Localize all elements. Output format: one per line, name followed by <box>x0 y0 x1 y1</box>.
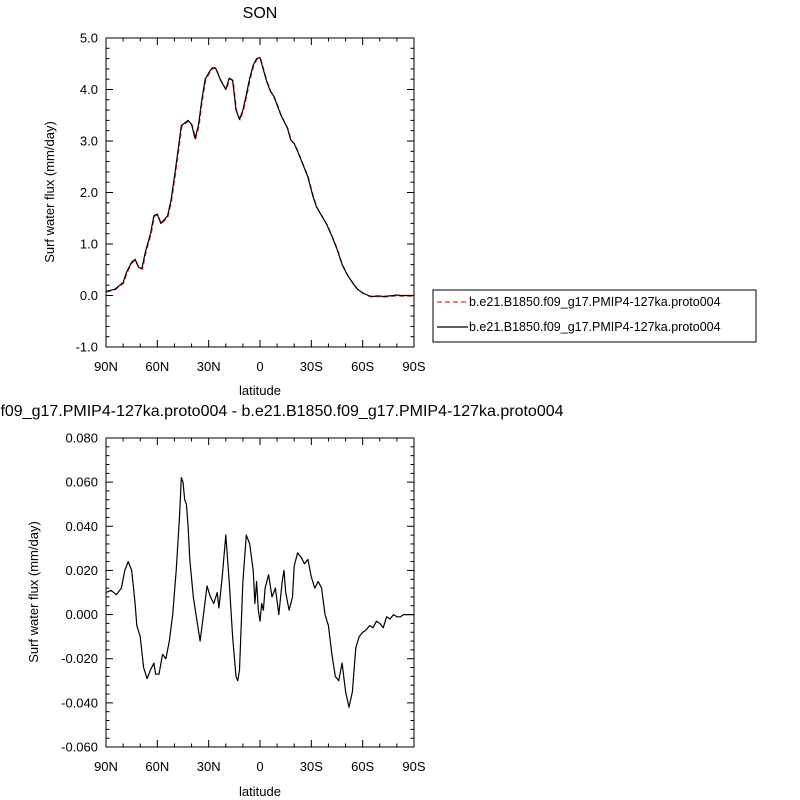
series-line-2 <box>105 56 414 298</box>
top-chart-title: SON <box>243 5 278 22</box>
x-tick-label: 90N <box>94 359 118 374</box>
legend-entry-series-2: b.e21.B1850.f09_g17.PMIP4-127ka.proto004 <box>469 320 721 334</box>
y-tick-label: -1.0 <box>76 340 98 355</box>
panel-top-chart: SON -1.0 0.0 1.0 2.0 3.0 4.0 5.0 90N 60N 30N 0 30S… <box>42 5 426 398</box>
y-tick-label: 0.0 <box>80 288 98 303</box>
y-tick-label: 0.060 <box>65 475 98 490</box>
y-tick-label: 0.020 <box>65 563 98 578</box>
y-tick-label: 5.0 <box>80 31 98 46</box>
y-tick-label: 2.0 <box>80 185 98 200</box>
x-tick-label: 0 <box>256 759 263 774</box>
y-tick-label: 0.080 <box>65 431 98 446</box>
top-y-axis-label: Surf water flux (mm/day) <box>42 121 57 263</box>
top-y-axis: -1.0 0.0 1.0 2.0 3.0 4.0 5.0 <box>76 31 414 355</box>
y-tick-label: -0.020 <box>61 651 98 666</box>
x-tick-label: 30S <box>300 359 323 374</box>
series-line-1 <box>106 57 415 298</box>
top-plot-frame <box>105 37 415 348</box>
y-tick-label: 3.0 <box>80 134 98 149</box>
top-series-group <box>105 56 415 298</box>
y-tick-label: 1.0 <box>80 237 98 252</box>
bottom-y-axis: -0.060 -0.040 -0.020 0.000 0.020 0.040 0.060 0.… <box>61 431 414 755</box>
bottom-x-axis-label: latitude <box>239 784 281 799</box>
bottom-series-group <box>105 477 414 708</box>
x-tick-label: 60S <box>351 359 374 374</box>
series-line-1 <box>105 477 414 708</box>
bottom-plot-frame <box>105 437 415 748</box>
top-x-axis: 90N 60N 30N 0 30S 60S 90S <box>94 38 426 374</box>
x-tick-label: 90S <box>402 359 425 374</box>
panel-bottom-chart: .f09_g17.PMIP4-127ka.proto004 - b.e21.B1… <box>0 403 564 799</box>
bottom-y-axis-label: Surf water flux (mm/day) <box>26 521 41 663</box>
x-tick-label: 60N <box>145 359 169 374</box>
bottom-x-axis: 90N 60N 30N 0 30S 60S 90S <box>94 438 426 774</box>
x-tick-label: 60S <box>351 759 374 774</box>
x-tick-label: 90S <box>402 759 425 774</box>
x-tick-label: 30S <box>300 759 323 774</box>
y-tick-label: 0.040 <box>65 519 98 534</box>
x-tick-label: 30N <box>197 759 221 774</box>
y-tick-label: -0.060 <box>61 740 98 755</box>
x-tick-label: 0 <box>256 359 263 374</box>
y-tick-label: 4.0 <box>80 82 98 97</box>
legend-box <box>432 289 757 343</box>
top-x-axis-label: latitude <box>239 383 281 398</box>
x-tick-label: 30N <box>197 359 221 374</box>
legend-entry-series-1: b.e21.B1850.f09_g17.PMIP4-127ka.proto004 <box>469 295 721 309</box>
y-tick-label: 0.000 <box>65 607 98 622</box>
x-tick-label: 60N <box>145 759 169 774</box>
legend: b.e21.B1850.f09_g17.PMIP4-127ka.proto004… <box>432 289 757 343</box>
x-tick-label: 90N <box>94 759 118 774</box>
bottom-chart-title: .f09_g17.PMIP4-127ka.proto004 - b.e21.B1… <box>0 403 564 420</box>
y-tick-label: -0.040 <box>61 695 98 710</box>
